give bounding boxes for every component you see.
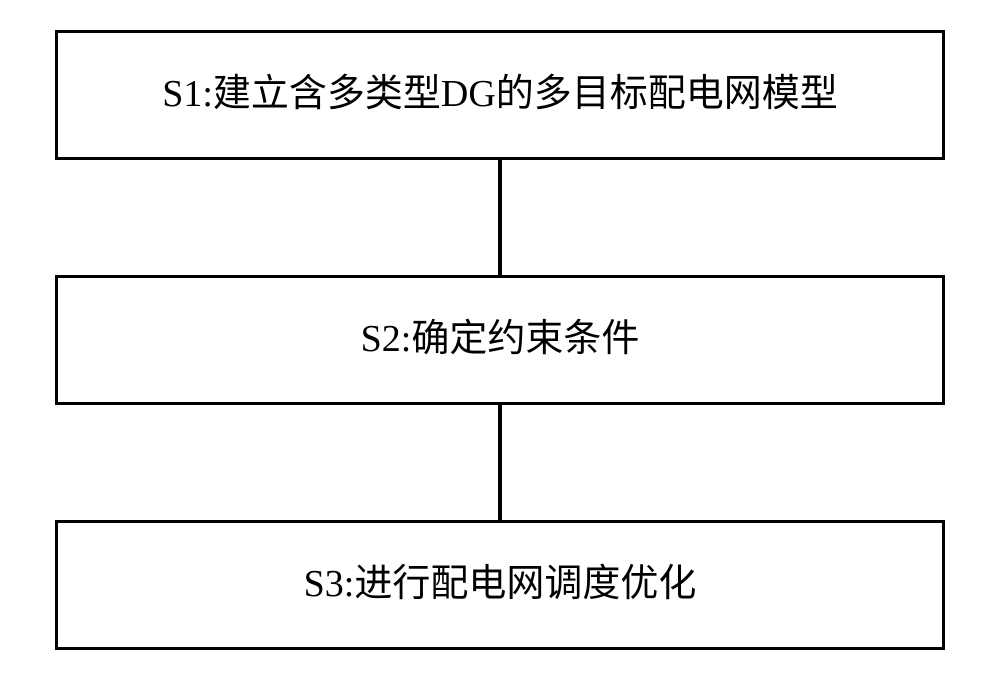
flowchart-step-s2: S2:确定约束条件 [55, 275, 945, 405]
flowchart-connector [498, 160, 502, 275]
flowchart-connector [498, 405, 502, 520]
flowchart-step-s3: S3:进行配电网调度优化 [55, 520, 945, 650]
flowchart-step-s1: S1:建立含多类型DG的多目标配电网模型 [55, 30, 945, 160]
flowchart-step-label: S3:进行配电网调度优化 [304, 560, 697, 609]
flowchart-step-label: S1:建立含多类型DG的多目标配电网模型 [162, 70, 838, 119]
flowchart-step-label: S2:确定约束条件 [361, 315, 640, 364]
flowchart-container: S1:建立含多类型DG的多目标配电网模型 S2:确定约束条件 S3:进行配电网调… [50, 30, 950, 665]
